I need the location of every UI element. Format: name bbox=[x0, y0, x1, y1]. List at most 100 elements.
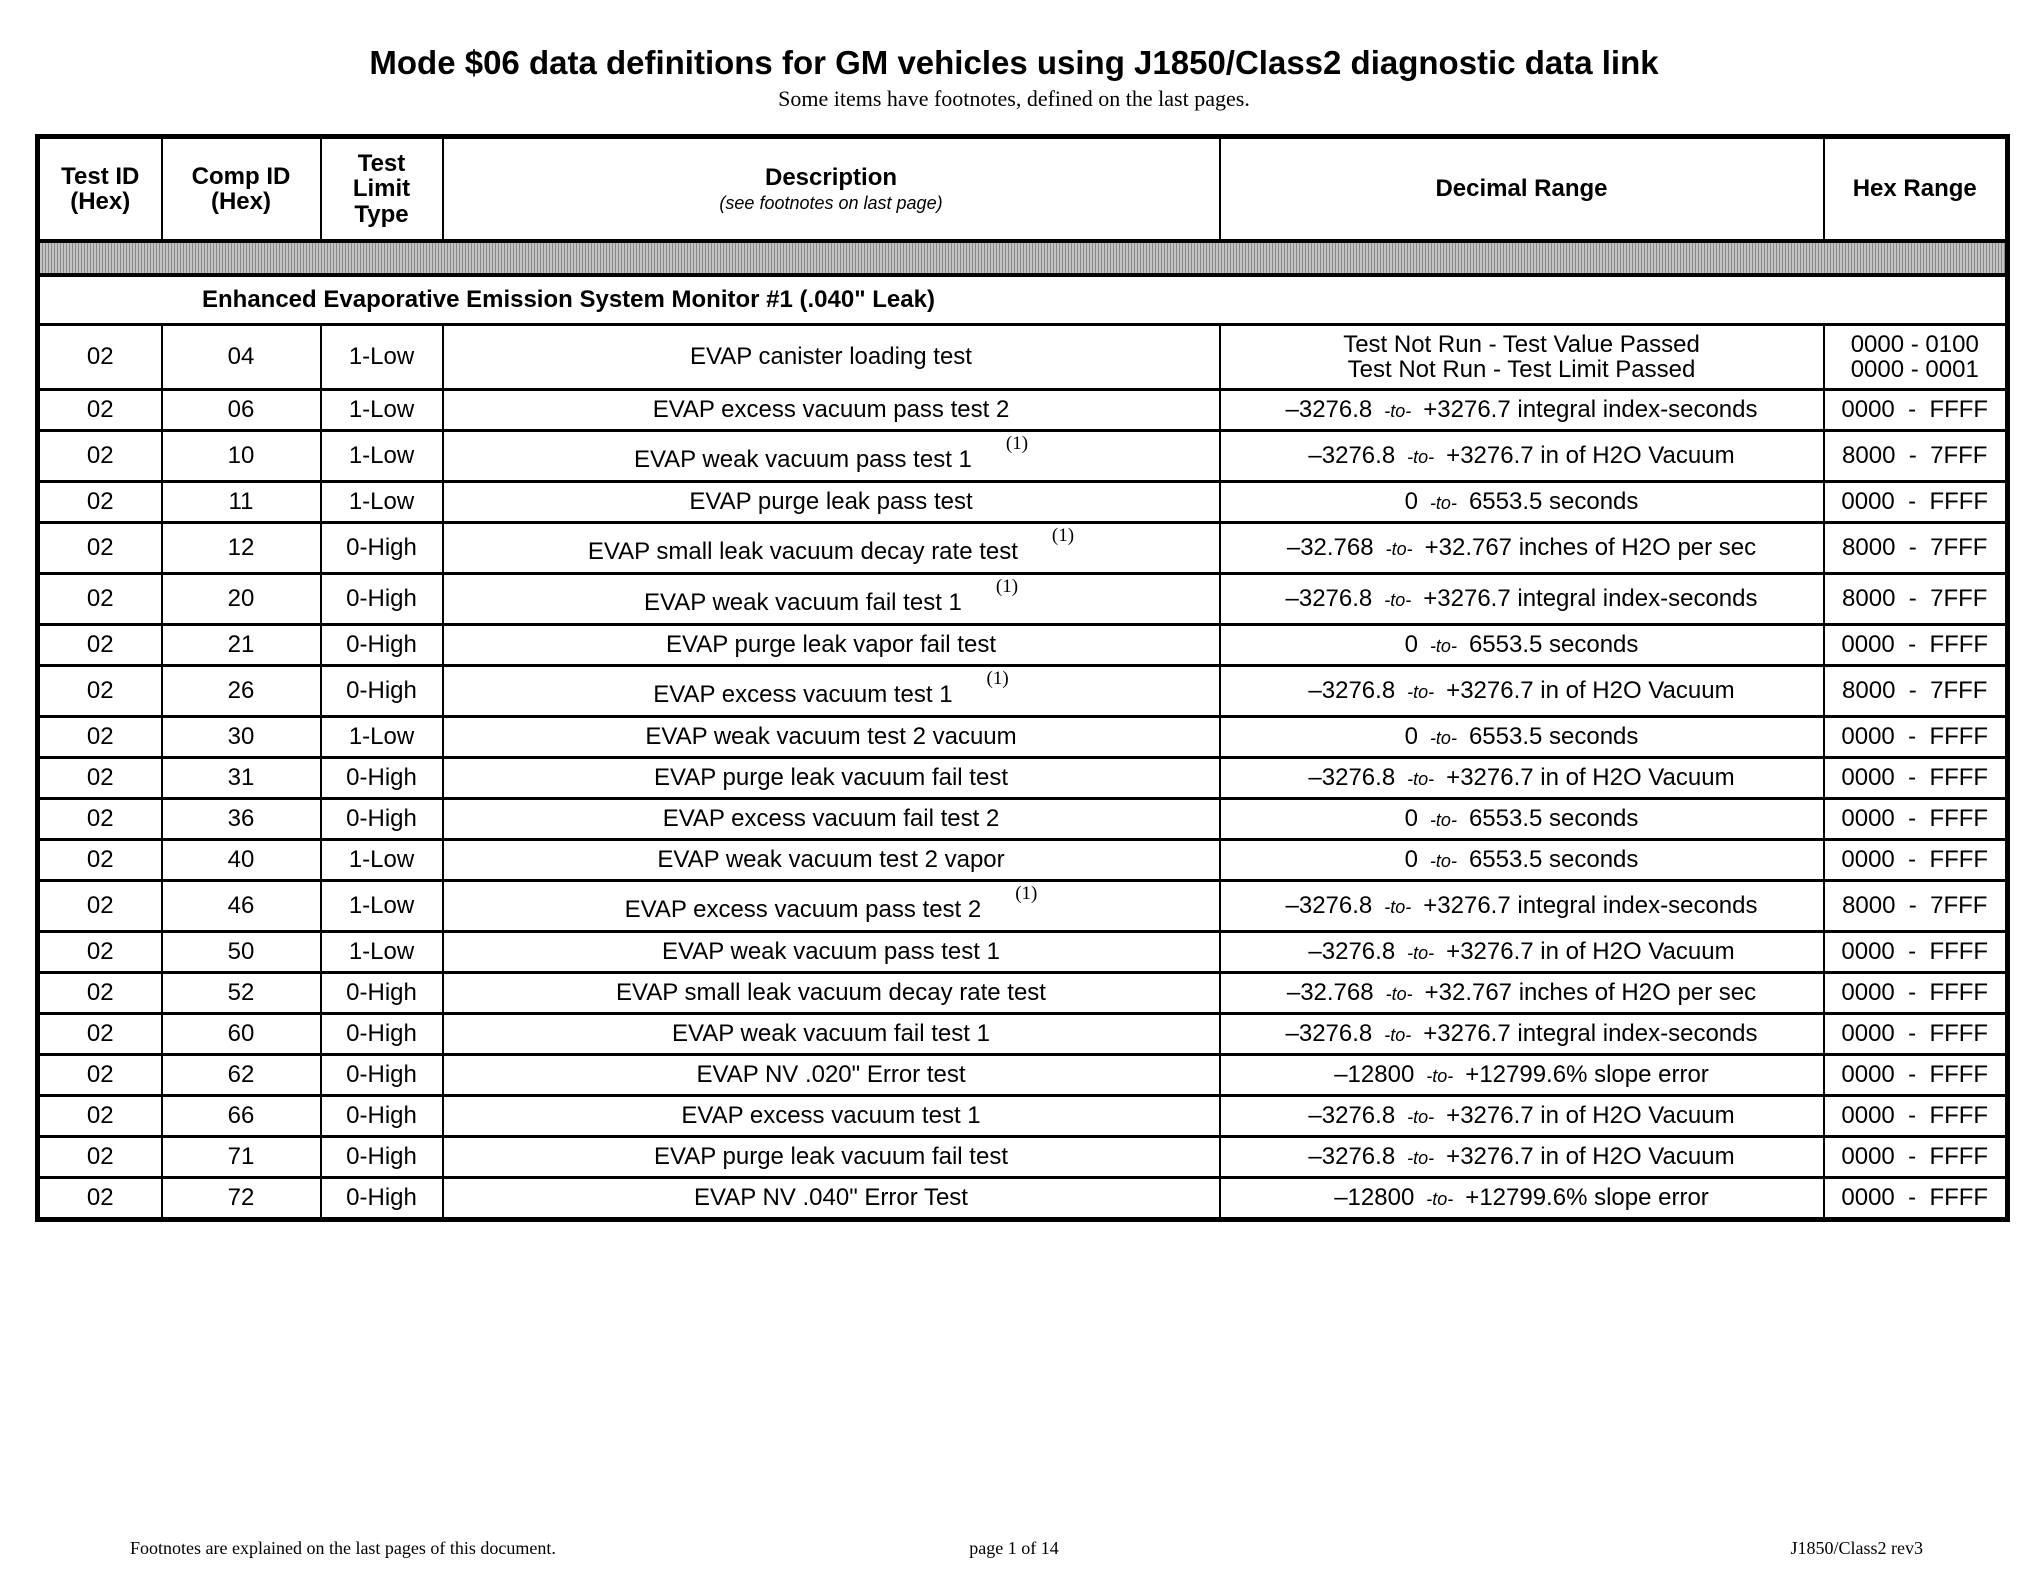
description-cell: EVAP NV .020" Error test bbox=[441, 1053, 1221, 1097]
test-id-cell: 02 bbox=[36, 1176, 163, 1221]
range-high: +3276.7 integral index-seconds bbox=[1423, 396, 1758, 424]
range-low: –3276.8 bbox=[1285, 1020, 1373, 1048]
range-high: +3276.7 integral index-seconds bbox=[1423, 585, 1758, 613]
table-row: 02 26 0-High EVAP excess vacuum test 1 (1) –3… bbox=[36, 664, 2009, 718]
hex-range-cell: 0000 - FFFF bbox=[1822, 1012, 2009, 1056]
header-line: Limit bbox=[352, 175, 411, 203]
description-cell: EVAP canister loading test bbox=[441, 323, 1221, 391]
description-cell: EVAP small leak vacuum decay rate test bbox=[441, 971, 1221, 1015]
section-title: Enhanced Evaporative Emission System Mon… bbox=[36, 273, 2009, 326]
range-high: +12799.6% slope error bbox=[1465, 1184, 1709, 1212]
col-test-id: Test ID (Hex) bbox=[36, 135, 163, 243]
description-cell: EVAP excess vacuum pass test 2 bbox=[441, 388, 1221, 432]
to-label: -to- bbox=[1426, 1189, 1454, 1210]
mode06-table: Test ID (Hex) Comp ID (Hex) Test Limit Type … bbox=[35, 134, 2010, 1222]
comp-id-cell: 12 bbox=[160, 521, 322, 575]
limit-type-cell: 1-Low bbox=[319, 323, 444, 391]
test-id-cell: 02 bbox=[36, 879, 163, 933]
limit-type-cell: 1-Low bbox=[319, 715, 444, 759]
separator-cell bbox=[36, 239, 2009, 277]
limit-type-cell: 1-Low bbox=[319, 879, 444, 933]
header-line: Test bbox=[357, 150, 406, 178]
description-cell: EVAP purge leak pass test bbox=[441, 480, 1221, 524]
header-note: (see footnotes on last page) bbox=[719, 193, 943, 214]
test-id-cell: 02 bbox=[36, 1094, 163, 1138]
decimal-range-cell: –3276.8 -to- +3276.7 in of H2O Vacuum bbox=[1218, 1094, 1825, 1138]
to-label: -to- bbox=[1407, 1107, 1435, 1128]
description-cell: EVAP excess vacuum test 1 bbox=[441, 1094, 1221, 1138]
to-label: -to- bbox=[1385, 539, 1413, 560]
comp-id-cell: 30 bbox=[160, 715, 322, 759]
to-label: -to- bbox=[1384, 401, 1412, 422]
limit-type-cell: 0-High bbox=[319, 1176, 444, 1221]
table-row: 02 46 1-Low EVAP excess vacuum pass test 2 (… bbox=[36, 879, 2009, 933]
description-cell: EVAP excess vacuum pass test 2 (1) bbox=[441, 879, 1221, 933]
range-high: +3276.7 in of H2O Vacuum bbox=[1446, 442, 1735, 470]
page-title: Mode $06 data definitions for GM vehicle… bbox=[369, 44, 1659, 81]
range-high: 6553.5 seconds bbox=[1468, 805, 1639, 833]
limit-type-cell: 0-High bbox=[319, 1053, 444, 1097]
hex-range-cell: 8000 - 7FFF bbox=[1822, 521, 2009, 575]
decimal-range-cell: –32.768 -to- +32.767 inches of H2O per sec bbox=[1218, 521, 1825, 575]
table-row: 02 10 1-Low EVAP weak vacuum pass test 1 (1)… bbox=[36, 429, 2009, 483]
separator-band bbox=[36, 239, 2009, 277]
range-high: +3276.7 in of H2O Vacuum bbox=[1446, 1143, 1735, 1171]
header-line: Test ID bbox=[61, 162, 140, 190]
comp-id-cell: 60 bbox=[160, 1012, 322, 1056]
table-row: 02 06 1-Low EVAP excess vacuum pass test 2 –… bbox=[36, 388, 2009, 432]
to-label: -to- bbox=[1385, 984, 1413, 1005]
footer-note: Footnotes are explained on the last page… bbox=[130, 1538, 556, 1558]
description-cell: EVAP excess vacuum fail test 2 bbox=[441, 797, 1221, 841]
comp-id-cell: 36 bbox=[160, 797, 322, 841]
comp-id-cell: 40 bbox=[160, 838, 322, 882]
test-id-cell: 02 bbox=[36, 797, 163, 841]
test-id-cell: 02 bbox=[36, 429, 163, 483]
decimal-range-cell: –3276.8 -to- +3276.7 in of H2O Vacuum bbox=[1218, 429, 1825, 483]
description-text: EVAP NV .020" Error test bbox=[696, 1061, 966, 1089]
range-high: +3276.7 in of H2O Vacuum bbox=[1446, 677, 1735, 705]
description-text: EVAP weak vacuum fail test 1 bbox=[672, 1020, 990, 1048]
decimal-range-cell: –3276.8 -to- +3276.7 integral index-second… bbox=[1218, 572, 1825, 626]
decimal-range-cell: –3276.8 -to- +3276.7 integral index-second… bbox=[1218, 388, 1825, 432]
limit-type-cell: 1-Low bbox=[319, 388, 444, 432]
description-text: EVAP weak vacuum fail test 1 bbox=[643, 589, 962, 617]
limit-type-cell: 1-Low bbox=[319, 480, 444, 524]
footnote-marker: (1) bbox=[986, 668, 1009, 690]
comp-id-cell: 52 bbox=[160, 971, 322, 1015]
description-cell: EVAP purge leak vapor fail test bbox=[441, 623, 1221, 667]
decimal-range-cell: –3276.8 -to- +3276.7 in of H2O Vacuum bbox=[1218, 1135, 1825, 1179]
decimal-range-cell: 0 -to- 6553.5 seconds bbox=[1218, 623, 1825, 667]
limit-type-cell: 0-High bbox=[319, 1135, 444, 1179]
footnote-marker: (1) bbox=[995, 576, 1019, 598]
range-low: –3276.8 bbox=[1308, 677, 1396, 705]
description-cell: EVAP weak vacuum pass test 1 (1) bbox=[441, 429, 1221, 483]
hex-range-cell: 8000 - 7FFF bbox=[1822, 429, 2009, 483]
to-label: -to- bbox=[1407, 447, 1435, 468]
test-id-cell: 02 bbox=[36, 388, 163, 432]
description-cell: EVAP weak vacuum pass test 1 bbox=[441, 930, 1221, 974]
decimal-range-cell: 0 -to- 6553.5 seconds bbox=[1218, 838, 1825, 882]
range-low: –3276.8 bbox=[1285, 892, 1373, 920]
col-description: Description (see footnotes on last page) bbox=[441, 135, 1221, 243]
description-text: EVAP excess vacuum pass test 2 bbox=[624, 896, 982, 924]
range-high: +3276.7 in of H2O Vacuum bbox=[1446, 1102, 1735, 1130]
table-row: 02 36 0-High EVAP excess vacuum fail test 2… bbox=[36, 797, 2009, 841]
limit-type-cell: 0-High bbox=[319, 572, 444, 626]
table-row: 02 62 0-High EVAP NV .020" Error test –12800… bbox=[36, 1053, 2009, 1097]
to-label: -to- bbox=[1429, 636, 1457, 657]
description-text: EVAP excess vacuum fail test 2 bbox=[662, 805, 1000, 833]
range-low: 0 bbox=[1404, 846, 1418, 874]
range-high: +32.767 inches of H2O per sec bbox=[1424, 534, 1757, 562]
comp-id-cell: 04 bbox=[160, 323, 322, 391]
range-high: +3276.7 in of H2O Vacuum bbox=[1446, 764, 1735, 792]
header-line: Comp ID bbox=[191, 162, 291, 190]
decimal-range-cell: –3276.8 -to- +3276.7 integral index-second… bbox=[1218, 879, 1825, 933]
to-label: -to- bbox=[1429, 728, 1457, 749]
description-text: EVAP weak vacuum test 2 vapor bbox=[657, 846, 1005, 874]
to-label: -to- bbox=[1407, 943, 1435, 964]
comp-id-cell: 21 bbox=[160, 623, 322, 667]
test-id-cell: 02 bbox=[36, 323, 163, 391]
description-cell: EVAP small leak vacuum decay rate test (1… bbox=[441, 521, 1221, 575]
header-line: (Hex) bbox=[210, 188, 271, 215]
hex-range-cell: 0000 - FFFF bbox=[1822, 838, 2009, 882]
